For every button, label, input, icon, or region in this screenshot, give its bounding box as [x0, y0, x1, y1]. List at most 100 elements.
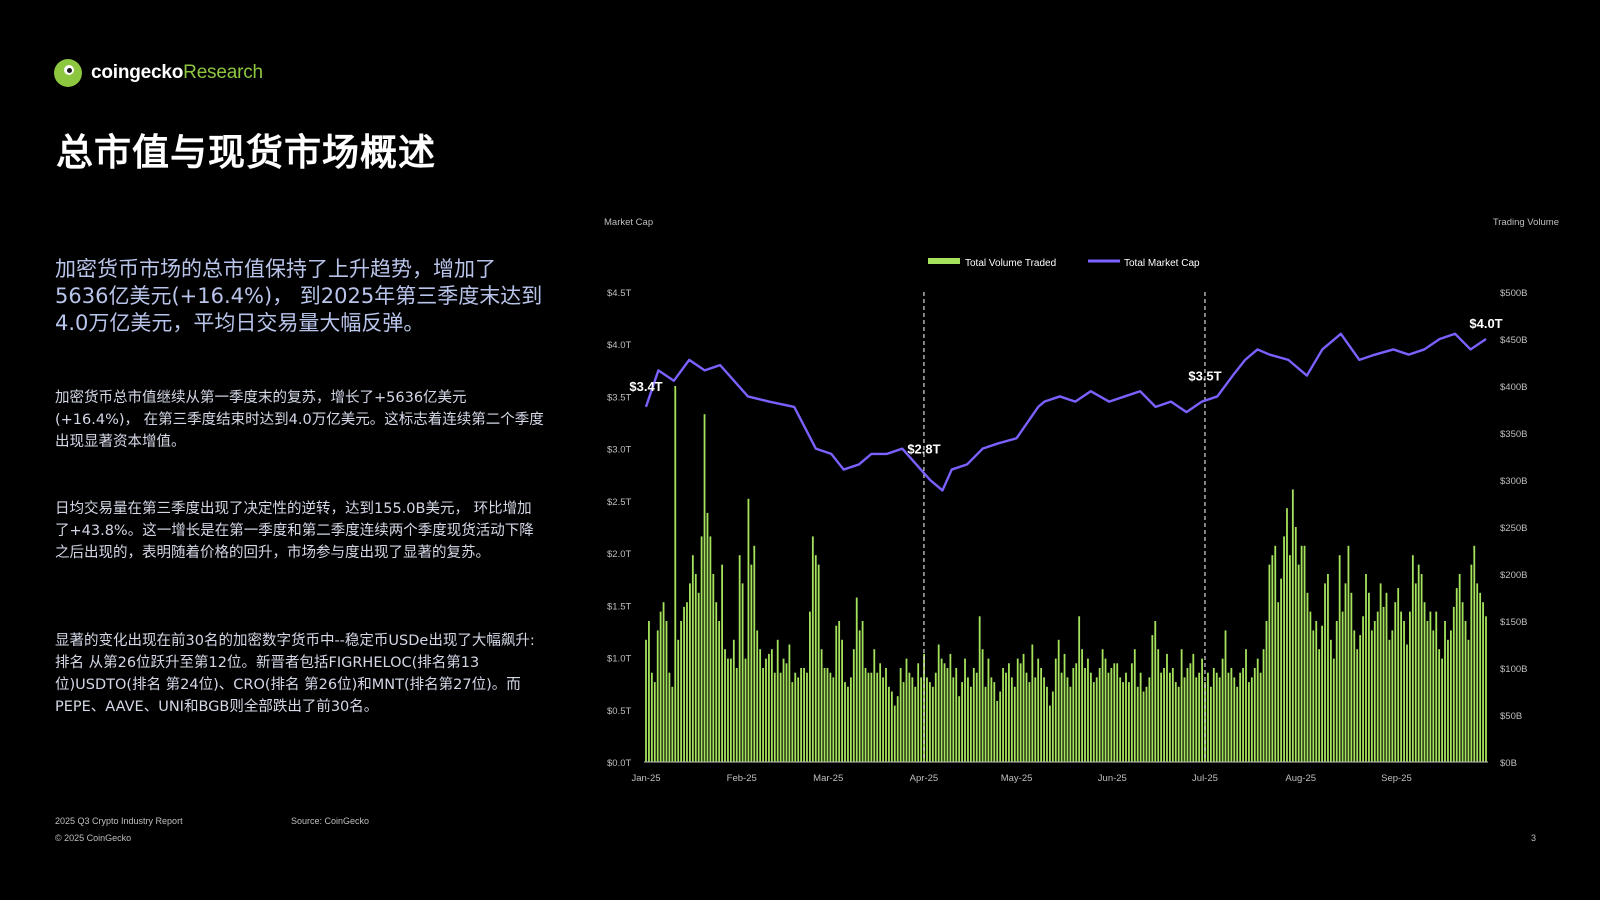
volume-bar — [721, 564, 723, 762]
volume-bar — [1189, 663, 1192, 762]
volume-bar — [1388, 639, 1391, 762]
volume-bar — [1365, 574, 1367, 762]
right-axis-title: Trading Volume — [1493, 217, 1559, 228]
volume-bar — [656, 630, 659, 762]
volume-bar — [1324, 583, 1326, 762]
volume-bar — [1215, 672, 1218, 762]
volume-bar — [785, 663, 788, 762]
volume-bar — [741, 583, 744, 762]
volume-bar — [756, 630, 759, 762]
volume-bar — [1370, 630, 1373, 762]
volume-bar — [1142, 691, 1145, 762]
annotation-label: $3.5T — [1188, 368, 1221, 383]
left-tick-label: $1.5T — [607, 601, 631, 612]
right-tick-label: $250B — [1500, 523, 1527, 534]
volume-bar — [1128, 682, 1130, 762]
volume-bar — [1221, 658, 1224, 762]
volume-bar — [1394, 602, 1397, 762]
volume-bar — [1417, 564, 1420, 762]
volume-bar — [1122, 682, 1124, 762]
volume-bar — [788, 644, 791, 762]
volume-bar — [1025, 672, 1028, 762]
volume-bar — [1098, 668, 1101, 762]
volume-bar — [1476, 583, 1479, 762]
x-tick-label: Aug-25 — [1285, 773, 1316, 784]
right-tick-label: $500B — [1500, 288, 1527, 299]
volume-bar — [1195, 677, 1198, 762]
volume-bar — [972, 668, 975, 762]
volume-bar — [914, 686, 917, 762]
volume-bar — [929, 682, 931, 762]
volume-bar — [738, 555, 741, 762]
x-tick-label: Mar-25 — [813, 773, 843, 784]
volume-bar — [969, 686, 972, 762]
volume-bar — [1256, 658, 1259, 762]
volume-bar — [1075, 663, 1078, 762]
volume-bar — [908, 672, 911, 762]
volume-bar — [809, 611, 811, 762]
volume-bar — [1347, 545, 1350, 762]
x-tick-label: Feb-25 — [727, 773, 757, 784]
volume-bar — [829, 672, 832, 762]
volume-bar — [1160, 672, 1163, 762]
paragraph-trading-volume: 日均交易量在第三季度出现了决定性的逆转，达到155.0B美元， 环比增加了+43… — [55, 501, 534, 561]
volume-bar — [1201, 658, 1203, 762]
volume-bar — [768, 653, 770, 762]
volume-bar — [700, 536, 703, 762]
volume-bar — [867, 672, 870, 762]
volume-bar — [1280, 578, 1283, 762]
volume-bar — [817, 564, 820, 762]
volume-bar — [1479, 592, 1482, 762]
volume-bar — [1373, 621, 1376, 762]
volume-bar — [1040, 668, 1043, 762]
volume-bar — [662, 602, 665, 762]
volume-bar — [981, 649, 984, 762]
volume-bar — [975, 672, 978, 762]
volume-bar — [1248, 682, 1250, 762]
volume-bar — [1253, 668, 1256, 762]
left-tick-label: $2.5T — [607, 497, 631, 508]
volume-bar — [668, 672, 671, 762]
volume-bar — [1473, 545, 1476, 762]
volume-bar — [1233, 677, 1236, 762]
volume-bar — [1344, 583, 1347, 762]
volume-bar — [1420, 574, 1423, 762]
volume-bar — [1133, 649, 1136, 762]
volume-bar — [1139, 672, 1142, 762]
volume-bar — [1335, 621, 1338, 762]
volume-bar — [1397, 588, 1400, 762]
volume-bar — [1110, 668, 1113, 762]
volume-bar — [1125, 672, 1127, 762]
volume-bar — [1154, 621, 1157, 762]
legend-swatch-volume — [928, 258, 960, 264]
volume-bar — [689, 583, 691, 762]
volume-bar — [1145, 686, 1148, 762]
volume-bar — [952, 677, 955, 762]
volume-bar — [800, 668, 803, 762]
volume-bar — [1458, 574, 1461, 762]
volume-bar — [1461, 602, 1464, 762]
volume-bar — [1002, 668, 1004, 762]
volume-bar — [1432, 630, 1435, 762]
volume-bar — [1207, 672, 1209, 762]
volume-bar — [1265, 621, 1268, 762]
volume-bar — [882, 677, 884, 762]
volume-bar — [1379, 583, 1382, 762]
volume-bar — [1294, 527, 1297, 762]
volume-bar — [1060, 672, 1063, 762]
volume-bar — [890, 691, 893, 762]
volume-bar — [1429, 611, 1432, 762]
volume-bar — [1034, 677, 1037, 762]
volume-bar — [1078, 616, 1081, 762]
right-tick-label: $300B — [1500, 476, 1527, 487]
volume-bar — [844, 682, 846, 762]
volume-bar — [1028, 682, 1031, 762]
volume-bar — [1245, 649, 1247, 762]
volume-bar — [1107, 672, 1110, 762]
volume-bar — [665, 621, 668, 762]
volume-bar — [765, 658, 767, 762]
volume-bar — [1089, 672, 1092, 762]
volume-bar — [1315, 621, 1318, 762]
volume-bar — [1406, 644, 1408, 762]
volume-bar — [697, 592, 700, 762]
